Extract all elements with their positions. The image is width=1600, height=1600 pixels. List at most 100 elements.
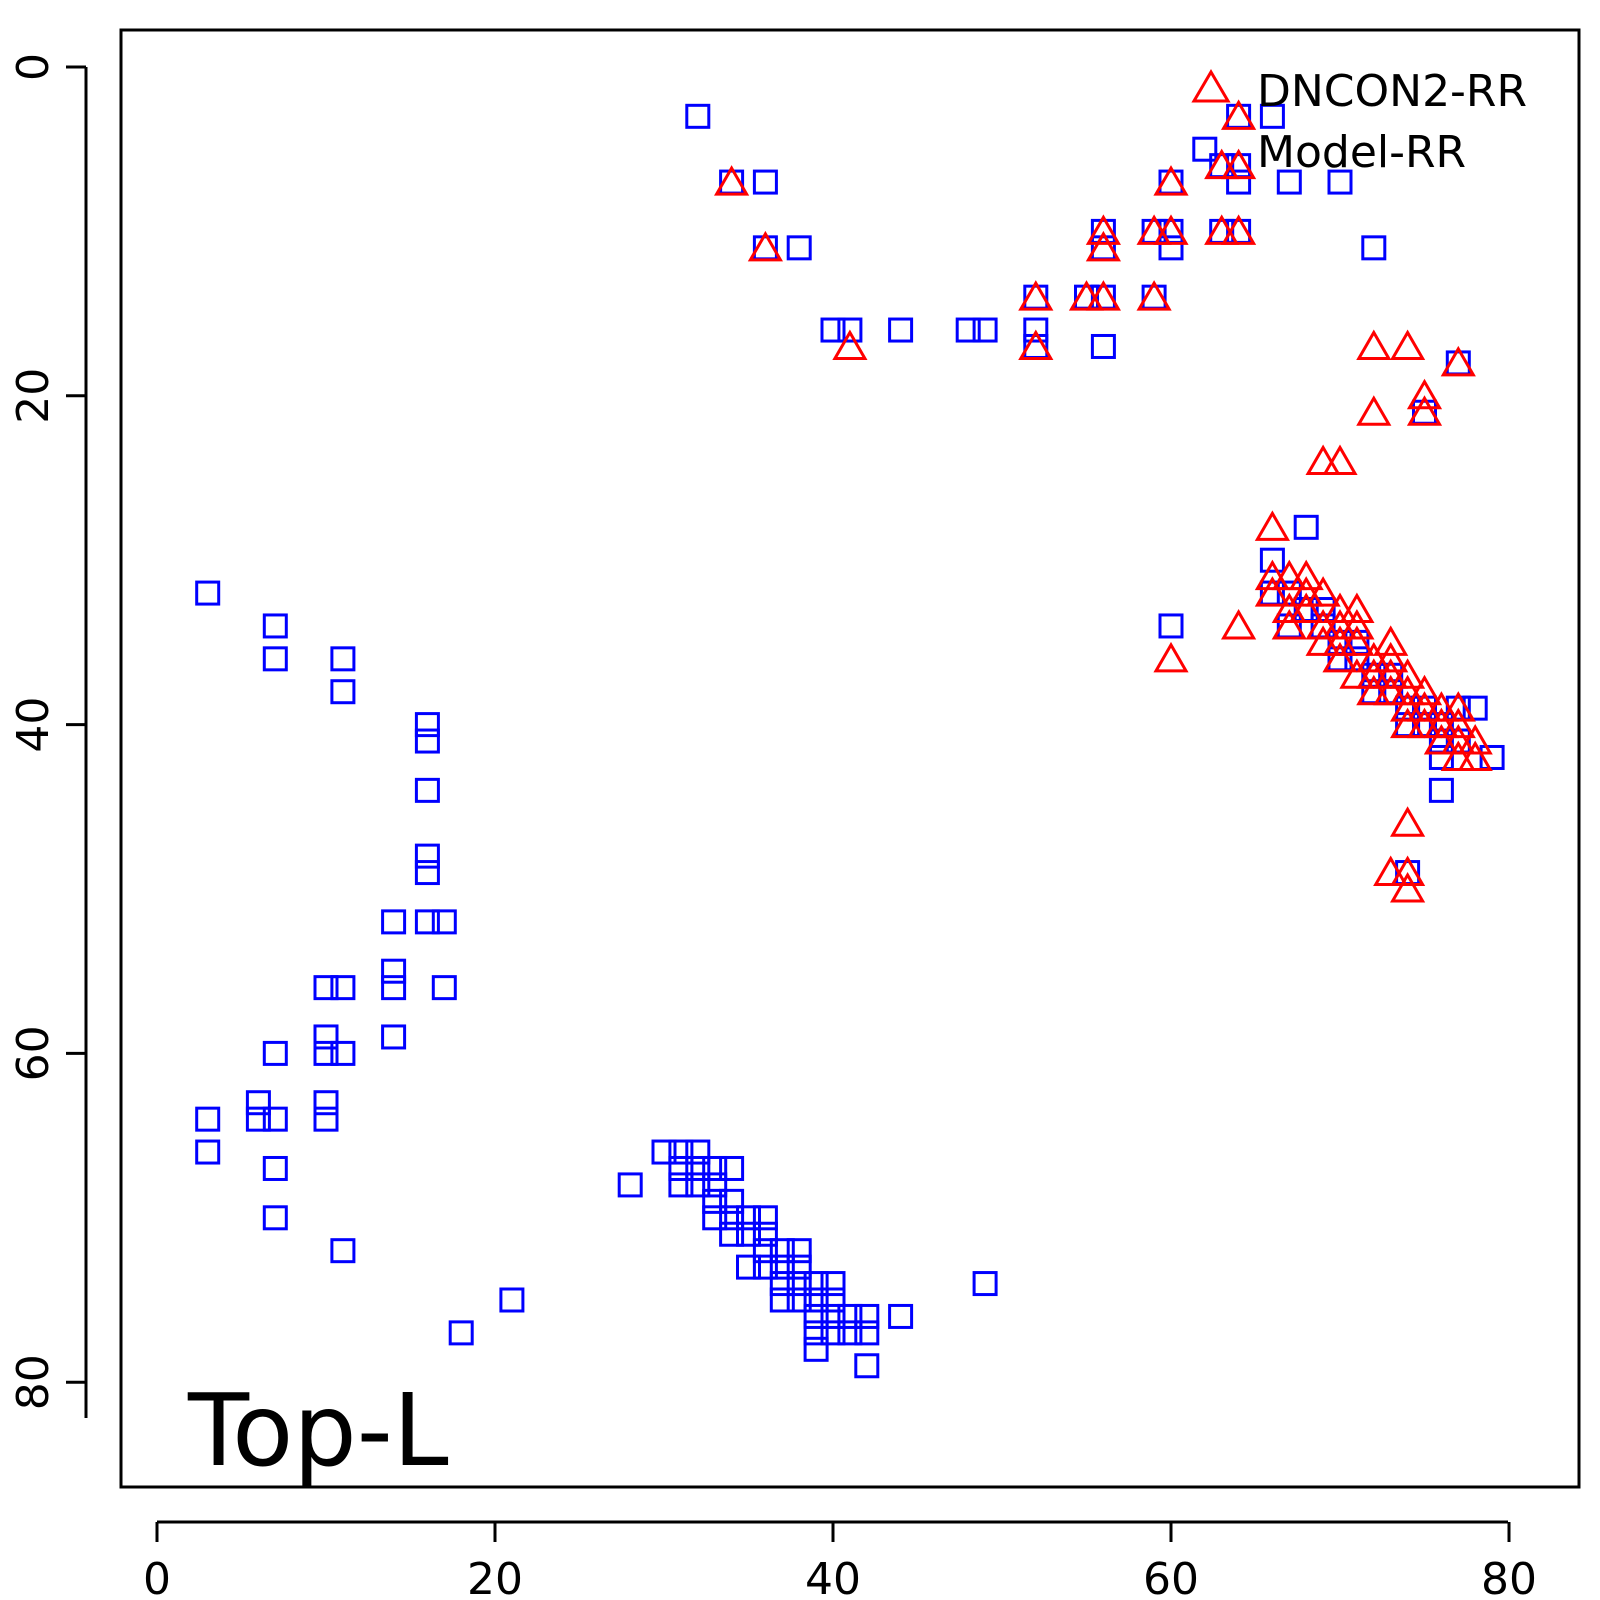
dncon2-rr-point [1457, 740, 1493, 771]
model-rr-point [719, 1188, 745, 1214]
dncon2-rr-point [1085, 230, 1121, 262]
model-rr-point [381, 958, 407, 984]
model-rr-point [668, 1139, 694, 1165]
model-rr-point [617, 1172, 643, 1198]
model-rr-point [381, 975, 407, 1001]
dncon2-rr-point [1373, 855, 1409, 887]
dncon2-rr-point [1322, 592, 1358, 624]
model-rr-point [736, 1254, 761, 1280]
dncon2-rr-point [1254, 576, 1290, 607]
model-rr-point [685, 103, 711, 129]
model-rr-point [330, 646, 356, 672]
model-rr-point [769, 1254, 795, 1280]
model-rr-point [752, 1221, 778, 1247]
dncon2-rr-point [1339, 592, 1375, 624]
model-rr-point [820, 1320, 846, 1346]
dncon2-rr-point [1085, 280, 1121, 311]
dncon2-rr-point [1221, 99, 1257, 130]
model-rr-point [820, 1303, 846, 1329]
dncon2-rr-point [1136, 214, 1172, 245]
dncon2-rr-point [1221, 608, 1257, 640]
model-rr-point [719, 1205, 745, 1231]
dncon2-rr-point [1440, 707, 1476, 739]
model-rr-point [786, 1287, 812, 1313]
dncon2-rr-point [1153, 214, 1189, 245]
model-rr-point [262, 1205, 288, 1231]
dncon2-rr-point [1322, 444, 1358, 476]
dncon2-rr-point [1305, 444, 1341, 476]
model-rr-point [313, 1090, 339, 1116]
dncon2-rr-point [832, 329, 868, 360]
dncon2-rr-point [1153, 641, 1189, 673]
model-rr-point [685, 1155, 711, 1181]
dncon2-rr-point [1322, 608, 1358, 640]
model-rr-point [803, 1320, 829, 1346]
model-rr-point [1192, 136, 1218, 162]
model-rr-point [786, 1238, 812, 1264]
model-rr-point [769, 1287, 795, 1313]
model-rr-point [313, 1106, 339, 1132]
x-tick-label: 20 [467, 1554, 523, 1600]
model-rr-point [313, 1040, 339, 1066]
model-rr-point [888, 1303, 914, 1329]
dncon2-rr-point [1440, 724, 1476, 755]
model-rr-point [1276, 169, 1302, 195]
model-rr-point [803, 1271, 829, 1297]
model-rr-point [752, 1238, 778, 1264]
dncon2-rr-point [1204, 214, 1240, 245]
dncon2-rr-point [1288, 576, 1324, 607]
model-rr-point [719, 1221, 745, 1247]
model-rr-point [245, 1106, 271, 1132]
panel-annotation: Top-L [187, 1372, 449, 1489]
dncon2-rr-point [1390, 329, 1426, 360]
model-rr-point [702, 1155, 728, 1181]
dncon2-rr-point [1322, 641, 1358, 673]
dncon2-rr-point [1136, 280, 1172, 311]
model-rr-point [752, 1254, 778, 1280]
dncon2-rr-point [1390, 871, 1426, 903]
model-rr-point [330, 1040, 356, 1066]
model-rr-point [803, 1303, 829, 1329]
dncon2-rr-point [1406, 674, 1443, 706]
model-rr-point [668, 1172, 694, 1198]
model-rr-point [414, 860, 440, 886]
model-rr-point [1327, 169, 1353, 195]
dncon2-rr-point [1204, 148, 1240, 180]
model-rr-point [330, 1238, 356, 1264]
dncon2-rr-point [1018, 329, 1054, 360]
dncon2-rr-point [1339, 658, 1375, 689]
dncon2-rr-point [1390, 707, 1426, 739]
dncon2-rr-point [1406, 378, 1443, 410]
dncon2-rr-point [1018, 280, 1054, 311]
model-rr-point [1259, 103, 1285, 129]
model-rr-point [1428, 777, 1454, 803]
dncon2-rr-point [1440, 691, 1476, 722]
model-rr-point [719, 1155, 745, 1181]
model-rr-point [786, 1271, 812, 1297]
model-rr-point [837, 317, 863, 343]
model-rr-point [414, 712, 440, 738]
model-rr-point [1158, 235, 1184, 261]
model-rr-point [702, 1172, 728, 1198]
dncon2-rr-point [1423, 724, 1459, 755]
model-rr-point [820, 1287, 846, 1313]
dncon2-rr-point [1305, 625, 1341, 656]
model-rr-point [313, 975, 339, 1001]
y-tick-label: 80 [8, 1354, 59, 1410]
dncon2-rr-point [1356, 674, 1392, 706]
model-rr-point [752, 1205, 778, 1231]
model-rr-point [262, 1155, 288, 1181]
model-rr-point [1428, 744, 1454, 770]
dncon2-rr-point [1406, 707, 1443, 739]
y-tick-label: 40 [8, 697, 59, 753]
dncon2-rr-point [1406, 395, 1443, 426]
model-rr-point [195, 1106, 221, 1132]
model-rr-point [1361, 235, 1387, 261]
legend: DNCON2-RR Model-RR [1191, 66, 1527, 178]
dncon2-rr-point [1440, 740, 1476, 771]
dncon2-rr-point [1390, 674, 1426, 706]
y-tick-label: 20 [8, 368, 59, 424]
model-rr-point [854, 1320, 880, 1346]
model-rr-point [668, 1155, 694, 1181]
model-rr-point [820, 1271, 846, 1297]
